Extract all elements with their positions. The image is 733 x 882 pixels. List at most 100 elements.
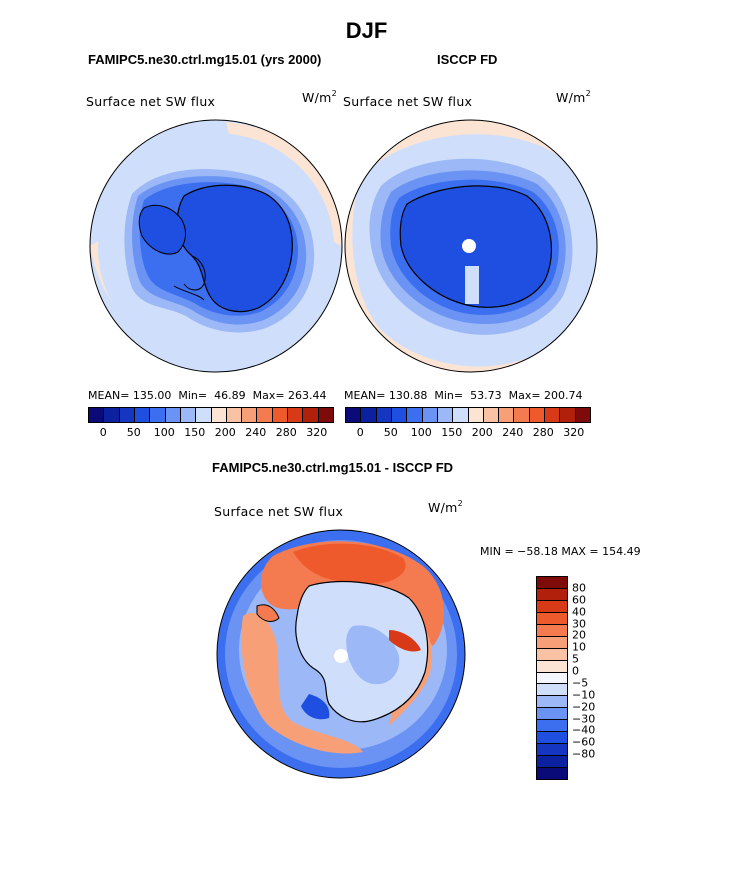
panel2-variable-label: Surface net SW flux bbox=[343, 94, 473, 109]
diff-units: W/m2 bbox=[428, 499, 464, 515]
colorbar-swatch bbox=[537, 588, 567, 601]
colorbar-swatch bbox=[537, 660, 567, 673]
colorbar-tick-label: 10 bbox=[572, 640, 586, 654]
panel1-colorbar bbox=[88, 407, 334, 423]
colorbar-tick-label: 50 bbox=[126, 426, 141, 439]
colorbar-swatch bbox=[537, 696, 567, 709]
colorbar-tick-label: 100 bbox=[153, 426, 175, 439]
colorbar-tick-label: 60 bbox=[572, 593, 586, 607]
colorbar-tick-label: 320 bbox=[563, 426, 585, 439]
colorbar-swatch bbox=[537, 708, 567, 721]
colorbar-tick-label: 0 bbox=[572, 664, 579, 678]
colorbar-swatch bbox=[407, 408, 423, 422]
colorbar-swatch bbox=[361, 408, 377, 422]
colorbar-tick-label: −5 bbox=[572, 676, 589, 690]
colorbar-swatch bbox=[537, 577, 567, 589]
colorbar-swatch bbox=[537, 636, 567, 649]
colorbar-tick-label: 240 bbox=[245, 426, 267, 439]
colorbar-tick-label: −10 bbox=[572, 688, 596, 702]
colorbar-swatch bbox=[376, 408, 392, 422]
colorbar-swatch bbox=[303, 408, 319, 422]
colorbar-tick-label: 0 bbox=[99, 426, 107, 439]
colorbar-swatch bbox=[89, 408, 105, 422]
panel2-case-title: ISCCP FD bbox=[437, 52, 498, 67]
colorbar-tick-label: 240 bbox=[502, 426, 524, 439]
colorbar-swatch bbox=[453, 408, 469, 422]
colorbar-tick-label: −20 bbox=[572, 700, 596, 714]
panel2-polar-map bbox=[344, 119, 598, 373]
colorbar-swatch bbox=[483, 408, 500, 422]
colorbar-swatch bbox=[119, 408, 135, 422]
colorbar-swatch bbox=[560, 408, 576, 422]
colorbar-swatch bbox=[437, 408, 454, 422]
colorbar-tick-label: 280 bbox=[532, 426, 554, 439]
diff-variable-label: Surface net SW flux bbox=[214, 504, 344, 519]
diff-colorbar bbox=[536, 576, 568, 780]
colorbar-swatch bbox=[391, 408, 408, 422]
colorbar-swatch bbox=[537, 684, 567, 697]
colorbar-swatch bbox=[537, 720, 567, 733]
colorbar-tick-label: 30 bbox=[572, 617, 586, 631]
diff-polar-map bbox=[216, 529, 466, 779]
colorbar-swatch bbox=[272, 408, 289, 422]
panel1-variable-label: Surface net SW flux bbox=[86, 94, 216, 109]
colorbar-tick-label: −60 bbox=[572, 735, 596, 749]
colorbar-swatch bbox=[257, 408, 273, 422]
colorbar-swatch bbox=[422, 408, 438, 422]
colorbar-swatch bbox=[104, 408, 120, 422]
colorbar-swatch bbox=[288, 408, 304, 422]
panel2-colorbar bbox=[345, 407, 591, 423]
colorbar-tick-label: 200 bbox=[214, 426, 236, 439]
colorbar-swatch bbox=[211, 408, 227, 422]
panel1-stats: MEAN= 135.00 Min= 46.89 Max= 263.44 bbox=[88, 389, 327, 402]
colorbar-tick-label: −80 bbox=[572, 747, 596, 761]
colorbar-swatch bbox=[514, 408, 530, 422]
colorbar-tick-label: −40 bbox=[572, 723, 596, 737]
colorbar-swatch bbox=[537, 768, 567, 779]
colorbar-swatch bbox=[165, 408, 181, 422]
colorbar-swatch bbox=[226, 408, 243, 422]
colorbar-swatch bbox=[537, 648, 567, 661]
colorbar-swatch bbox=[318, 408, 333, 422]
colorbar-tick-label: 100 bbox=[410, 426, 432, 439]
colorbar-tick-label: 40 bbox=[572, 605, 586, 619]
panel1-colorbar-ticks: 0 50 100 150 200 240 280 320 bbox=[88, 426, 332, 440]
colorbar-swatch bbox=[150, 408, 166, 422]
colorbar-swatch bbox=[134, 408, 151, 422]
colorbar-tick-label: 80 bbox=[572, 581, 586, 595]
colorbar-swatch bbox=[346, 408, 362, 422]
colorbar-swatch bbox=[537, 612, 567, 625]
colorbar-swatch bbox=[180, 408, 197, 422]
panel2-stats: MEAN= 130.88 Min= 53.73 Max= 200.74 bbox=[344, 389, 583, 402]
colorbar-swatch bbox=[575, 408, 590, 422]
colorbar-tick-label: 280 bbox=[275, 426, 297, 439]
colorbar-tick-label: 150 bbox=[184, 426, 206, 439]
colorbar-swatch bbox=[242, 408, 258, 422]
colorbar-tick-label: 200 bbox=[471, 426, 493, 439]
colorbar-swatch bbox=[499, 408, 515, 422]
diff-minmax: MIN = −58.18 MAX = 154.49 bbox=[480, 545, 641, 558]
colorbar-swatch bbox=[468, 408, 484, 422]
colorbar-swatch bbox=[537, 756, 567, 768]
panel1-case-title: FAMIPC5.ne30.ctrl.mg15.01 (yrs 2000) bbox=[88, 52, 322, 67]
colorbar-swatch bbox=[529, 408, 546, 422]
colorbar-tick-label: 20 bbox=[572, 628, 586, 642]
colorbar-tick-label: 50 bbox=[383, 426, 398, 439]
panel2-colorbar-ticks: 0 50 100 150 200 240 280 320 bbox=[345, 426, 589, 440]
colorbar-swatch bbox=[537, 624, 567, 637]
panel2-units: W/m2 bbox=[556, 89, 592, 105]
colorbar-swatch bbox=[196, 408, 212, 422]
colorbar-swatch bbox=[537, 672, 567, 685]
colorbar-swatch bbox=[545, 408, 561, 422]
colorbar-tick-label: −30 bbox=[572, 712, 596, 726]
colorbar-tick-label: 320 bbox=[306, 426, 328, 439]
diff-case-title: FAMIPC5.ne30.ctrl.mg15.01 - ISCCP FD bbox=[212, 460, 454, 475]
colorbar-swatch bbox=[537, 732, 567, 745]
colorbar-tick-label: 0 bbox=[356, 426, 364, 439]
colorbar-tick-label: 150 bbox=[441, 426, 463, 439]
colorbar-swatch bbox=[537, 744, 567, 757]
panel1-units: W/m2 bbox=[302, 89, 338, 105]
colorbar-tick-label: 5 bbox=[572, 652, 579, 666]
season-title: DJF bbox=[345, 18, 388, 43]
panel1-polar-map bbox=[89, 119, 343, 373]
